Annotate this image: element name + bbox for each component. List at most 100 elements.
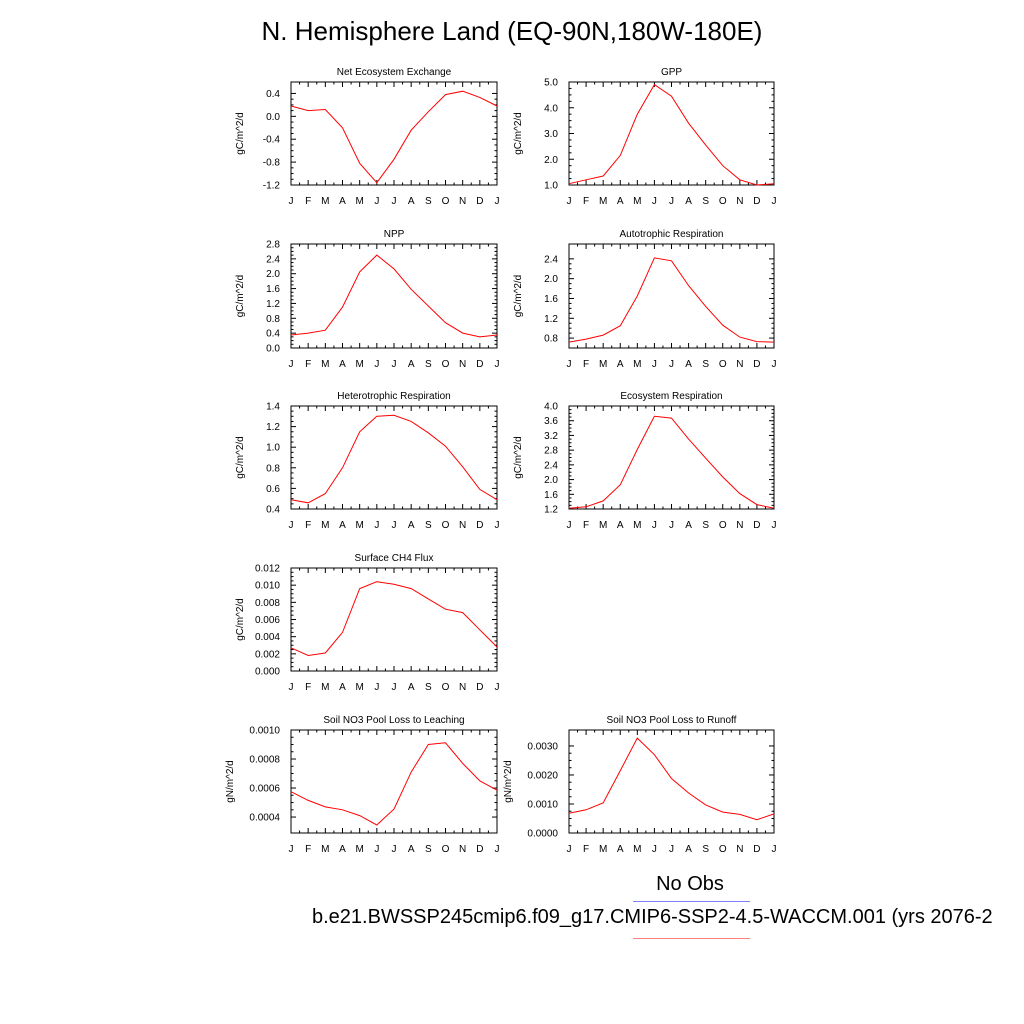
x-tick-label: N (459, 844, 466, 855)
y-tick-label: -0.8 (263, 158, 281, 169)
x-tick-label: M (599, 359, 607, 370)
x-tick-label: A (408, 682, 415, 693)
y-tick-label: 0.008 (255, 598, 280, 609)
y-tick-label: 0.8 (266, 314, 280, 325)
y-tick-label: 1.2 (266, 422, 280, 433)
x-tick-label: M (355, 359, 363, 370)
y-axis-label: gC/m^2/d (513, 112, 524, 155)
y-tick-label: 0.0008 (249, 755, 280, 766)
x-tick-label: M (321, 196, 329, 207)
x-tick-label: A (339, 682, 346, 693)
plot-frame (290, 81, 498, 186)
x-tick-label: O (442, 844, 450, 855)
plot-frame (290, 567, 498, 672)
x-tick-label: F (305, 196, 311, 207)
x-tick-label: J (374, 520, 379, 531)
x-tick-label: J (495, 844, 500, 855)
x-tick-label: N (459, 682, 466, 693)
y-tick-label: 2.4 (266, 254, 280, 265)
x-tick-label: J (772, 844, 777, 855)
x-tick-label: D (476, 196, 483, 207)
panel-title: Surface CH4 Flux (355, 553, 434, 564)
y-tick-label: 0.012 (255, 564, 280, 575)
x-tick-label: D (753, 359, 760, 370)
x-tick-label: M (355, 196, 363, 207)
x-tick-label: J (495, 196, 500, 207)
x-tick-label: D (476, 844, 483, 855)
x-tick-label: A (685, 844, 692, 855)
x-tick-label: A (617, 196, 624, 207)
y-tick-label: 1.2 (544, 505, 558, 516)
y-tick-label: 2.0 (544, 274, 558, 285)
x-tick-label: N (736, 359, 743, 370)
x-tick-label: J (652, 359, 657, 370)
x-tick-label: O (442, 196, 450, 207)
x-tick-label: F (305, 844, 311, 855)
x-tick-label: O (442, 682, 450, 693)
x-tick-label: S (425, 359, 432, 370)
series-line (290, 90, 498, 184)
series-line (568, 257, 775, 343)
x-tick-label: M (633, 196, 641, 207)
x-tick-label: O (719, 359, 727, 370)
x-tick-label: S (702, 196, 709, 207)
x-tick-label: J (567, 520, 572, 531)
x-tick-label: N (736, 196, 743, 207)
x-tick-label: A (408, 196, 415, 207)
x-tick-label: M (321, 359, 329, 370)
y-tick-label: 0.8 (544, 334, 558, 345)
y-axis-label: gC/m^2/d (513, 275, 524, 318)
x-tick-label: D (753, 520, 760, 531)
x-tick-label: M (599, 844, 607, 855)
y-axis-label: gC/m^2/d (235, 598, 246, 641)
x-tick-label: J (374, 682, 379, 693)
panel-title: NPP (384, 229, 405, 240)
x-tick-label: A (339, 520, 346, 531)
x-tick-label: S (702, 520, 709, 531)
x-tick-label: O (719, 844, 727, 855)
x-tick-label: J (772, 359, 777, 370)
x-tick-label: S (425, 520, 432, 531)
x-tick-label: A (339, 196, 346, 207)
x-tick-label: F (583, 359, 589, 370)
x-tick-label: J (392, 359, 397, 370)
series-line (290, 581, 498, 657)
x-tick-label: J (567, 196, 572, 207)
y-tick-label: 0.4 (266, 329, 280, 340)
x-tick-label: J (374, 196, 379, 207)
x-tick-label: J (772, 520, 777, 531)
x-tick-label: D (753, 844, 760, 855)
y-tick-label: 1.4 (266, 402, 280, 413)
series-line (568, 737, 775, 821)
series-line (290, 414, 498, 504)
x-tick-label: M (633, 844, 641, 855)
x-tick-label: J (495, 520, 500, 531)
x-tick-label: M (355, 520, 363, 531)
x-tick-label: N (736, 520, 743, 531)
x-tick-label: S (425, 196, 432, 207)
x-tick-label: M (599, 196, 607, 207)
x-tick-label: S (425, 844, 432, 855)
x-tick-label: M (321, 682, 329, 693)
x-tick-label: J (374, 844, 379, 855)
x-tick-label: J (652, 196, 657, 207)
x-tick-label: S (702, 359, 709, 370)
x-tick-label: J (392, 196, 397, 207)
plot-frame (290, 729, 498, 834)
x-tick-label: A (408, 844, 415, 855)
y-tick-label: 0.000 (255, 667, 280, 678)
y-tick-label: 0.8 (266, 463, 280, 474)
x-tick-label: F (583, 844, 589, 855)
y-tick-label: 1.0 (266, 443, 280, 454)
x-tick-label: M (321, 520, 329, 531)
x-tick-label: F (583, 520, 589, 531)
x-tick-label: M (355, 682, 363, 693)
y-tick-label: 2.4 (544, 460, 558, 471)
panel-title: Ecosystem Respiration (620, 391, 722, 402)
y-tick-label: 0.4 (266, 89, 280, 100)
y-tick-label: 3.0 (544, 129, 558, 140)
y-tick-label: 1.6 (544, 490, 558, 501)
